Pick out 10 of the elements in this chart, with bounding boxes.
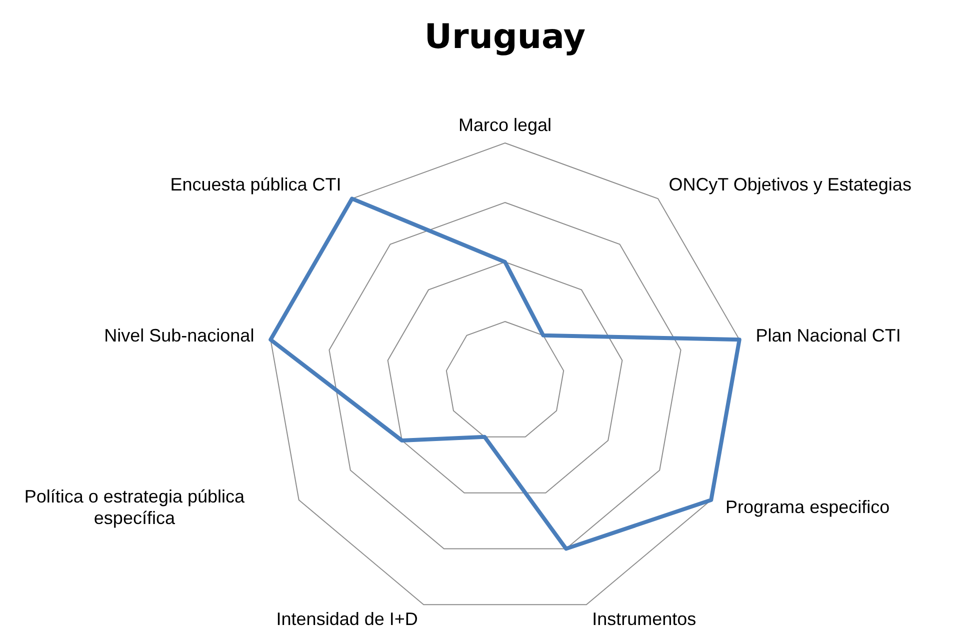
- spoke-label: Nivel Sub-nacional: [104, 326, 254, 346]
- spoke-label: ONCyT Objetivos y Estategias: [668, 174, 912, 195]
- spoke-label: Marco legal: [458, 115, 552, 136]
- spoke-label: Encuesta pública CTI: [170, 174, 342, 195]
- spoke-label: Plan Nacional CTI: [756, 326, 901, 346]
- spoke-label: Intensidad de I+D: [276, 609, 418, 627]
- chart-title: Uruguay: [424, 17, 586, 57]
- spoke-label: Política o estrategia pública específica: [24, 486, 246, 528]
- spoke-label: Instrumentos: [592, 609, 696, 627]
- spoke-label: Programa especifico: [726, 497, 890, 518]
